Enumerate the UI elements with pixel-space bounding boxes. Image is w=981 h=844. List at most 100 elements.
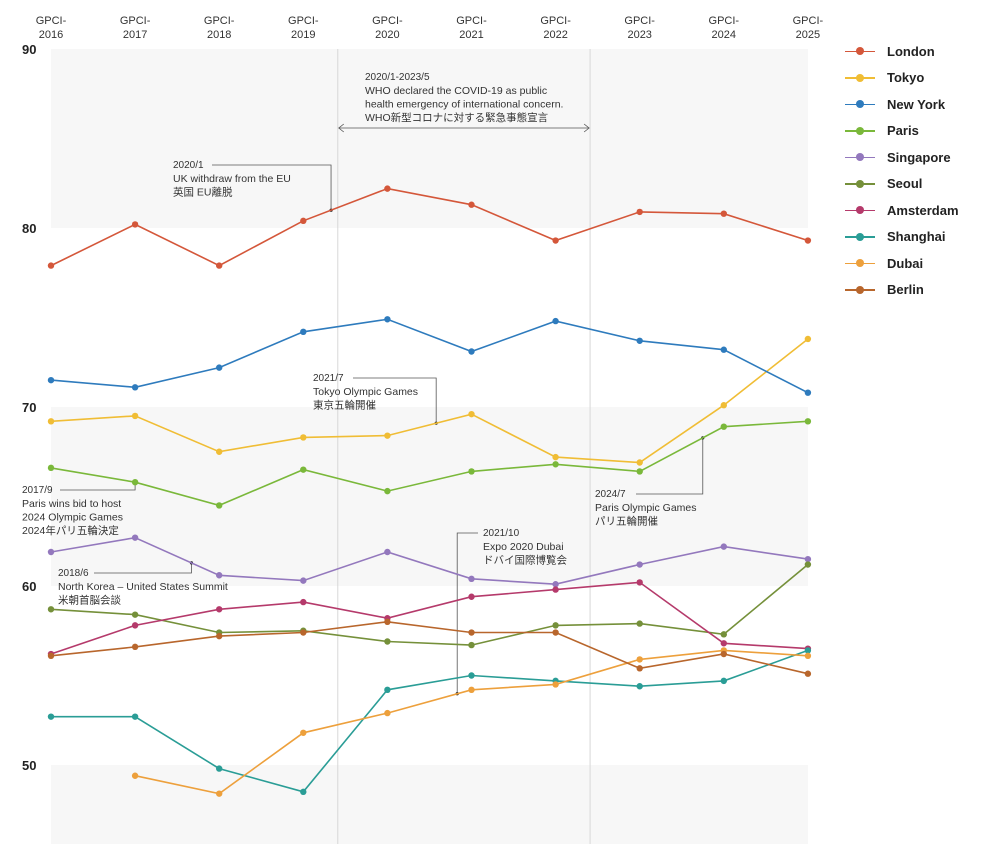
annotation-text: WHO新型コロナに対する緊急事態宣言 [365,111,548,124]
series-singapore [47,534,812,588]
data-point [636,620,643,627]
x-tick-label: GPCI- 2025 [793,15,824,41]
data-point [384,432,391,439]
annotation-text: North Korea – United States Summit [58,581,228,593]
legend-dot [856,153,864,162]
annotation-text: ドバイ国際博覧会 [483,554,567,567]
series-paris [47,418,812,509]
data-point [552,622,559,629]
data-point [384,618,391,625]
data-point [804,418,812,425]
annotation-text: 英国 EU離脱 [173,186,233,199]
data-point [131,534,139,541]
x-tick-label: GPCI- 2023 [624,15,655,41]
data-point [300,217,307,225]
legend-swatch-icon [845,151,875,163]
series-line [50,563,809,646]
data-point [552,681,559,688]
series-london [47,185,812,269]
series-line [50,536,809,586]
data-point [47,606,55,613]
y-tick-label: 80 [22,221,36,236]
series-line [50,620,809,675]
data-point [804,389,812,396]
data-point [636,665,643,672]
x-tick-line: 2021 [459,29,483,41]
data-point [720,423,727,430]
data-point [720,631,727,638]
x-tick-line: GPCI- [540,15,571,27]
x-tick-line: 2023 [627,29,651,41]
data-point [300,328,307,336]
x-tick-label: GPCI- 2020 [372,15,403,41]
data-point [468,686,475,694]
series-line [50,581,808,655]
x-tick-line: GPCI- [624,15,655,27]
y-axis-ticks: 90 80 70 60 50 [22,42,36,773]
annotation-text: Paris Olympic Games [595,502,697,514]
data-point [131,611,139,618]
x-tick-line: 2024 [712,29,736,41]
arrow-right-head [583,123,590,133]
data-point [216,448,223,455]
data-point [720,402,727,409]
legend-swatch-icon [845,178,875,190]
data-point [47,548,55,556]
annotation-text: WHO declared the COVID-19 as public [365,85,547,97]
data-point [804,670,812,677]
data-point [720,650,727,658]
data-point [552,581,559,588]
x-tick-line: 2016 [39,29,63,41]
x-tick-line: GPCI- [793,15,824,27]
series-tokyo [47,335,812,466]
data-point [804,237,812,244]
legend-label: Berlin [887,282,924,298]
annotation-text: 米朝首脳会談 [58,594,121,607]
legend-item: Singapore [845,144,959,171]
x-tick-label: GPCI- 2021 [456,15,487,41]
data-point [552,586,559,593]
data-point [131,478,139,486]
data-point [131,412,139,420]
annotation-leader [353,377,437,424]
legend-dot [856,179,864,188]
data-point [131,384,139,391]
data-point [131,221,139,228]
data-point [47,262,55,269]
legend-swatch-icon [845,72,875,84]
grid-band [51,765,808,844]
legend-label: Paris [887,123,919,139]
series-dubai [131,647,812,797]
data-point [552,237,559,244]
annotation-text: Tokyo Olympic Games [313,386,418,398]
legend-swatch-icon [845,45,875,57]
data-point [552,629,559,636]
data-point [216,632,223,640]
annotation-text: Expo 2020 Dubai [483,541,564,553]
x-tick-line: GPCI- [36,15,67,27]
annotation-date: 2021/7 [313,373,344,384]
y-tick-label: 60 [22,579,36,594]
data-point [216,572,223,579]
data-point [384,487,391,495]
arrow-left-head [338,123,345,133]
covid-period-lines [337,49,591,844]
data-point [300,434,307,441]
legend-swatch-icon [845,284,875,296]
x-tick-line: 2020 [375,29,399,41]
data-point [131,622,139,629]
x-tick-line: GPCI- [709,15,740,27]
data-point [804,555,812,563]
data-point [804,652,812,660]
legend-label: Seoul [887,176,923,192]
annotation-leader [94,562,192,574]
x-tick-label: GPCI- 2019 [288,15,319,41]
data-point [636,561,643,568]
data-point [468,593,475,600]
legend-item: New York [845,91,959,118]
annotation-leader [212,164,332,211]
annotation-text: Paris wins bid to host [22,498,121,510]
